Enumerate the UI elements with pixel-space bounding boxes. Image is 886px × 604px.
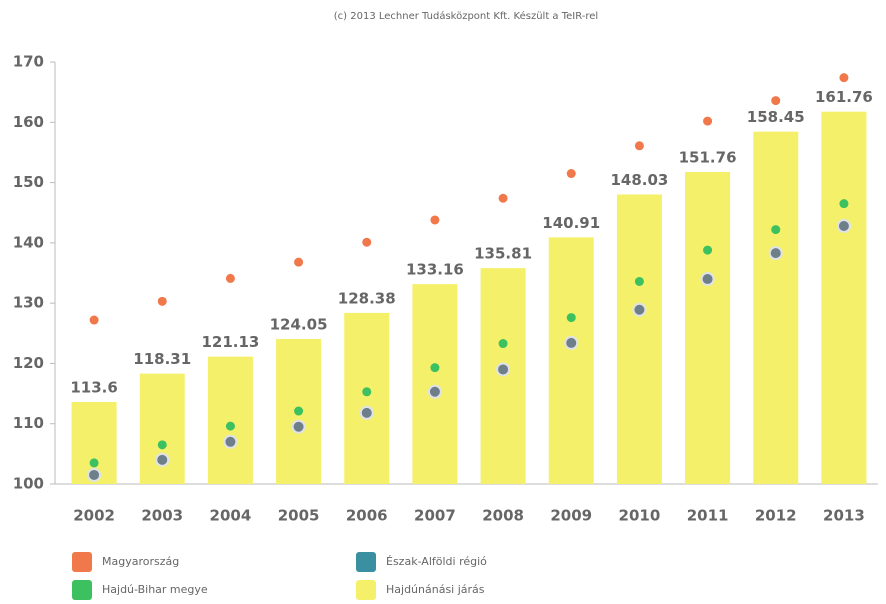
marker: [771, 225, 781, 235]
marker: [771, 96, 781, 106]
x-tick-label: 2002: [73, 507, 115, 525]
value-label: 121.13: [201, 333, 259, 351]
marker: [839, 73, 849, 83]
value-label: 133.16: [406, 261, 464, 279]
marker: [87, 467, 102, 482]
marker: [362, 387, 372, 397]
marker: [427, 384, 442, 399]
marker: [291, 419, 306, 434]
value-label: 158.45: [747, 108, 805, 126]
chart-title: (c) 2013 Lechner Tudásközpont Kft. Készü…: [334, 10, 598, 22]
bar: [412, 284, 458, 484]
y-tick-label: 100: [13, 475, 44, 493]
x-tick-label: 2012: [755, 507, 797, 525]
marker: [498, 339, 508, 349]
legend-label: Hajdú-Bihar megye: [102, 583, 208, 596]
x-tick-label: 2003: [141, 507, 183, 525]
marker: [498, 193, 508, 203]
marker: [703, 245, 713, 255]
value-label: 148.03: [610, 171, 668, 189]
x-tick-label: 2004: [210, 507, 252, 525]
x-tick-label: 2005: [278, 507, 320, 525]
marker: [225, 421, 235, 431]
marker: [632, 302, 647, 317]
bar: [753, 131, 799, 484]
marker: [703, 116, 713, 126]
y-tick-label: 130: [13, 294, 44, 312]
value-label: 113.6: [70, 379, 117, 397]
marker: [430, 363, 440, 373]
bar: [139, 373, 185, 484]
x-tick-label: 2009: [550, 507, 592, 525]
x-tick-label: 2013: [823, 507, 865, 525]
bar: [821, 111, 867, 485]
value-label: 135.81: [474, 245, 532, 263]
marker: [294, 406, 304, 416]
legend-label: Hajdúnánási járás: [386, 583, 485, 596]
marker: [566, 169, 576, 179]
marker: [634, 141, 644, 151]
value-label: 151.76: [679, 148, 737, 166]
marker: [89, 315, 99, 325]
marker: [839, 199, 849, 209]
x-tick-label: 2011: [687, 507, 729, 525]
legend-swatch: [356, 580, 376, 600]
marker: [700, 272, 715, 287]
bar: [616, 194, 662, 485]
marker: [89, 458, 99, 468]
marker: [155, 452, 170, 467]
marker: [768, 246, 783, 261]
x-tick-label: 2010: [619, 507, 661, 525]
value-label: 140.91: [542, 214, 600, 232]
marker: [225, 273, 235, 283]
marker: [430, 215, 440, 225]
y-tick-label: 160: [13, 113, 44, 131]
marker: [157, 296, 167, 306]
marker: [294, 257, 304, 267]
y-tick-label: 170: [13, 53, 44, 71]
y-tick-label: 150: [13, 173, 44, 191]
bar: [548, 237, 594, 484]
bar: [207, 356, 253, 484]
y-tick-label: 140: [13, 233, 44, 251]
bar: [685, 171, 731, 485]
value-label: 161.76: [815, 88, 873, 106]
legend-label: Észak-Alföldi régió: [386, 555, 487, 568]
marker: [157, 440, 167, 450]
legend-swatch: [72, 580, 92, 600]
value-label: 128.38: [338, 289, 396, 307]
x-tick-label: 2007: [414, 507, 456, 525]
legend-swatch: [356, 552, 376, 572]
marker: [836, 218, 851, 233]
value-label: 118.31: [133, 350, 191, 368]
y-tick-label: 110: [13, 414, 44, 432]
x-tick-label: 2006: [346, 507, 388, 525]
y-tick-label: 120: [13, 354, 44, 372]
marker: [496, 362, 511, 377]
marker: [564, 335, 579, 350]
marker: [359, 405, 374, 420]
marker: [362, 237, 372, 247]
legend-swatch: [72, 552, 92, 572]
x-tick-label: 2008: [482, 507, 524, 525]
value-label: 124.05: [270, 316, 328, 334]
marker: [634, 276, 644, 286]
marker: [223, 434, 238, 449]
legend-label: Magyarország: [102, 555, 179, 568]
marker: [566, 313, 576, 323]
bar: [344, 312, 390, 484]
